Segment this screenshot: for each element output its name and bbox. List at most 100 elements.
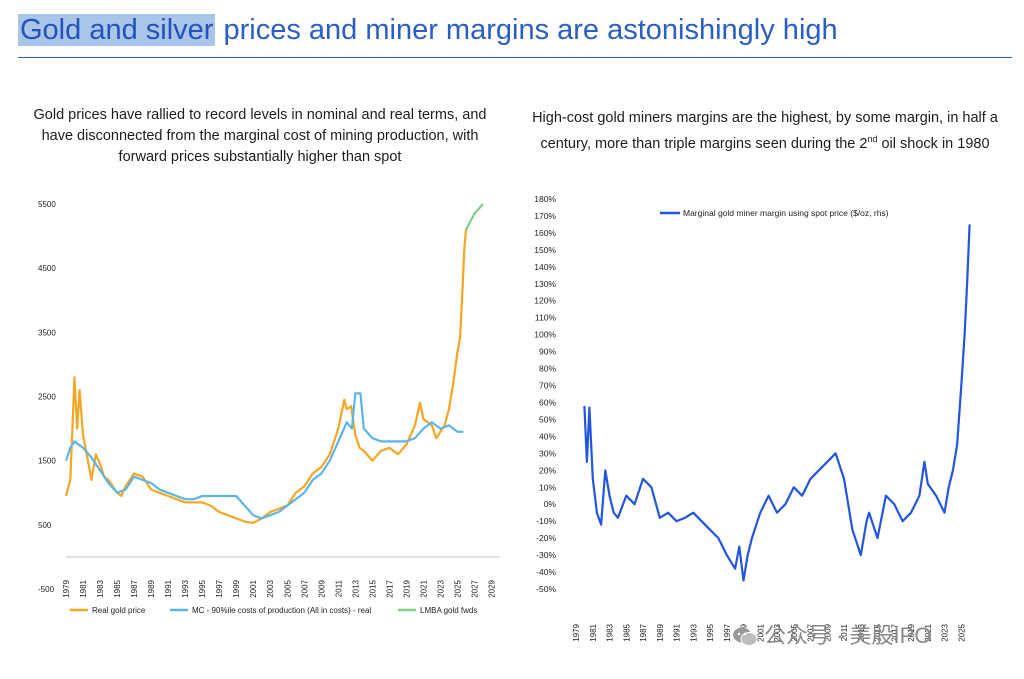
left-x-tick-label: 2029 (487, 579, 496, 597)
right-subtitle-text: century, more than triple margins seen d… (540, 135, 868, 152)
right-x-tick-label: 2003 (773, 623, 782, 641)
right-y-tick-label: -10% (536, 516, 556, 526)
right-y-tick-label: 0% (544, 499, 557, 509)
right-x-tick-label: 1985 (622, 623, 631, 641)
left-x-tick-label: 1993 (181, 579, 190, 597)
right-x-tick-label: 1997 (723, 623, 732, 641)
right-x-tick-label: 2023 (941, 623, 950, 641)
right-y-tick-label: 70% (539, 381, 556, 391)
left-x-tick-label: 2011 (334, 579, 343, 597)
right-y-tick-label: 20% (539, 465, 556, 475)
left-y-tick-label: -500 (38, 585, 55, 594)
right-x-tick-label: 2015 (874, 623, 883, 641)
left-subtitle-line: forward prices substantially higher than… (118, 149, 402, 165)
right-x-tick-label: 2017 (890, 623, 899, 641)
right-x-tick-label: 2025 (957, 623, 966, 641)
watermark: 公众号 · 美股IPO (732, 618, 931, 650)
right-subtitle-sup: nd (867, 134, 878, 144)
right-x-tick-label: 2021 (924, 623, 933, 641)
left-x-tick-label: 1987 (130, 579, 139, 597)
right-x-tick-label: 1983 (606, 623, 615, 641)
right-y-tick-label: 180% (534, 194, 556, 204)
left-x-tick-label: 2019 (402, 579, 411, 597)
right-x-tick-label: 2005 (790, 623, 799, 641)
left-x-tick-label: 2013 (351, 579, 360, 597)
left-x-tick-label: 2021 (419, 579, 428, 597)
right-y-tick-label: 50% (539, 414, 556, 424)
left-x-tick-label: 2015 (368, 579, 377, 597)
left-x-tick-label: 2007 (300, 579, 309, 597)
left-y-tick-label: 1500 (38, 457, 56, 466)
left-x-tick-label: 1983 (96, 579, 105, 597)
right-subtitle-line: High-cost gold miners margins are the hi… (532, 110, 998, 126)
left-legend-label: LMBA gold fwds (420, 606, 477, 615)
left-chart-subtitle: Gold prices have rallied to record level… (20, 105, 500, 168)
left-y-tick-label: 4500 (38, 264, 56, 273)
right-y-tick-label: 60% (539, 397, 556, 407)
left-x-tick-label: 1991 (164, 579, 173, 597)
watermark-text: 公众号 · 美股IPO (764, 623, 932, 648)
left-subtitle-line: Gold prices have rallied to record level… (33, 107, 487, 123)
right-x-tick-label: 2007 (807, 623, 816, 641)
wechat-icon (733, 627, 758, 647)
right-y-tick-label: -30% (536, 550, 556, 560)
left-x-tick-label: 1981 (79, 579, 88, 597)
left-legend-label: MC - 90%ile costs of production (All in … (192, 606, 371, 615)
right-y-tick-label: 30% (539, 448, 556, 458)
right-y-tick-label: -40% (536, 567, 556, 577)
right-x-tick-label: 1991 (673, 623, 682, 641)
right-y-tick-label: 100% (534, 330, 556, 340)
right-subtitle-line: century, more than triple margins seen d… (520, 129, 1010, 155)
left-series-line-1 (64, 392, 464, 520)
right-x-tick-label: 1989 (656, 623, 665, 641)
right-y-tick-label: 40% (539, 431, 556, 441)
right-y-tick-label: 170% (534, 211, 556, 221)
title-highlight: Gold and silver (18, 14, 216, 46)
right-x-tick-label: 2009 (823, 623, 832, 641)
left-series-line-0 (64, 229, 468, 525)
right-legend-label: Marginal gold miner margin using spot pr… (683, 208, 889, 218)
left-y-tick-label: 3500 (38, 328, 56, 337)
left-x-tick-label: 2023 (436, 579, 445, 597)
left-series-line-2 (465, 203, 484, 231)
right-x-tick-label: 1979 (572, 623, 581, 641)
right-x-tick-label: 2013 (857, 623, 866, 641)
right-y-tick-label: 130% (534, 279, 556, 289)
right-y-tick-label: 90% (539, 347, 556, 357)
left-x-tick-label: 1999 (232, 579, 241, 597)
right-x-tick-label: 1993 (689, 623, 698, 641)
right-x-tick-label: 2001 (756, 623, 765, 641)
left-legend-label: Real gold price (92, 606, 146, 615)
right-y-tick-label: 120% (534, 296, 556, 306)
left-y-tick-label: 2500 (38, 393, 56, 402)
left-x-tick-label: 2001 (249, 579, 258, 597)
left-x-tick-label: 2025 (453, 579, 462, 597)
left-x-tick-label: 2017 (385, 579, 394, 597)
left-y-tick-label: 5500 (38, 200, 56, 209)
title-underline (18, 57, 1012, 58)
right-x-tick-label: 2019 (907, 623, 916, 641)
left-subtitle-line: have disconnected from the marginal cost… (41, 128, 479, 144)
left-x-tick-label: 2005 (283, 579, 292, 597)
right-y-tick-label: 10% (539, 482, 556, 492)
right-x-tick-label: 1995 (706, 623, 715, 641)
title-rest: prices and miner margins are astonishing… (223, 14, 838, 46)
left-x-tick-label: 1989 (147, 579, 156, 597)
right-series-line-0 (583, 224, 971, 582)
right-x-tick-label: 1981 (589, 623, 598, 641)
left-x-tick-label: 1995 (198, 579, 207, 597)
right-x-tick-label: 1987 (639, 623, 648, 641)
left-x-tick-label: 2003 (266, 579, 275, 597)
right-y-tick-label: 140% (534, 262, 556, 272)
right-x-tick-label: 2011 (840, 623, 849, 641)
left-x-tick-label: 1985 (113, 579, 122, 597)
right-y-tick-label: -20% (536, 533, 556, 543)
right-y-tick-label: 160% (534, 228, 556, 238)
right-y-tick-label: 80% (539, 364, 556, 374)
right-chart-subtitle: High-cost gold miners margins are the hi… (520, 108, 1010, 155)
left-x-tick-label: 2027 (470, 579, 479, 597)
left-x-tick-label: 1997 (215, 579, 224, 597)
right-subtitle-text: oil shock in 1980 (877, 135, 990, 152)
left-y-tick-label: 500 (38, 521, 52, 530)
